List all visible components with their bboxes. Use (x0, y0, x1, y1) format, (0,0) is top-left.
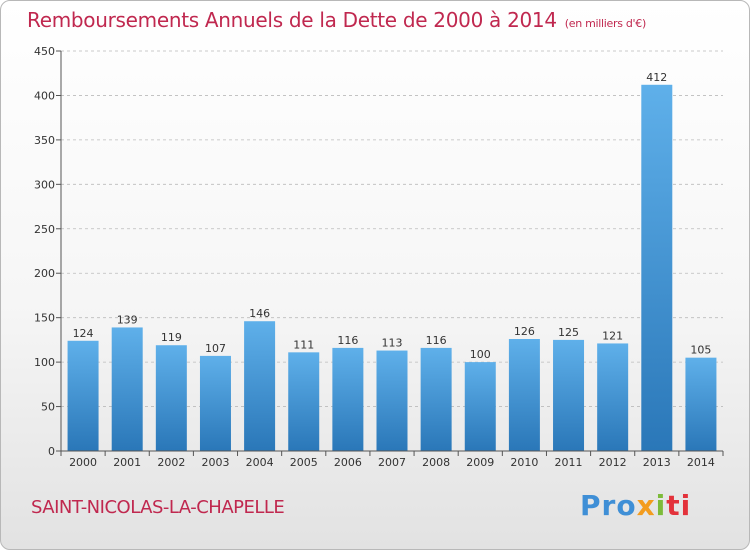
data-label: 111 (293, 338, 314, 351)
data-label: 139 (117, 313, 138, 326)
commune-name: SAINT-NICOLAS-LA-CHAPELLE (31, 497, 285, 518)
data-label: 121 (602, 329, 623, 342)
data-label: 146 (249, 307, 270, 320)
bar (464, 362, 496, 451)
bar (641, 84, 673, 452)
x-tick-label: 2013 (643, 456, 671, 469)
proxiti-logo: Proxiti (580, 489, 691, 522)
data-label: 124 (73, 327, 94, 340)
bar (553, 339, 585, 451)
y-tick-label: 400 (34, 89, 55, 102)
data-label: 125 (558, 326, 579, 339)
y-tick-label: 200 (34, 267, 55, 280)
x-tick-label: 2006 (334, 456, 362, 469)
data-label: 105 (690, 344, 711, 357)
x-tick-label: 2010 (510, 456, 538, 469)
data-label: 119 (161, 331, 182, 344)
data-label: 113 (382, 337, 403, 350)
x-tick-label: 2003 (201, 456, 229, 469)
title-unit: (en milliers d'€) (564, 17, 646, 30)
bar (376, 350, 408, 451)
logo-part-4: ti (666, 489, 692, 522)
data-label: 116 (337, 334, 358, 347)
y-tick-label: 350 (34, 134, 55, 147)
y-tick-label: 250 (34, 223, 55, 236)
x-tick-label: 2000 (69, 456, 97, 469)
bar (244, 321, 276, 451)
data-label: 126 (514, 325, 535, 338)
data-label: 412 (646, 71, 667, 84)
data-label: 100 (470, 348, 491, 361)
title-text: Remboursements Annuels de la Dette de 20… (27, 8, 557, 32)
x-tick-label: 2001 (113, 456, 141, 469)
bar (597, 343, 629, 451)
data-label: 116 (426, 334, 447, 347)
x-tick-label: 2007 (378, 456, 406, 469)
x-tick-label: 2009 (466, 456, 494, 469)
y-tick-label: 0 (48, 445, 55, 458)
bar (111, 327, 143, 451)
logo-part-2: x (636, 489, 656, 522)
bar (685, 357, 717, 451)
bar (155, 345, 187, 451)
bar (420, 347, 452, 451)
x-tick-label: 2012 (599, 456, 627, 469)
x-tick-label: 2011 (555, 456, 583, 469)
x-tick-label: 2008 (422, 456, 450, 469)
y-tick-label: 100 (34, 356, 55, 369)
chart-title: Remboursements Annuels de la Dette de 20… (27, 8, 646, 32)
bar (508, 339, 540, 451)
y-tick-label: 300 (34, 178, 55, 191)
y-tick-label: 50 (41, 401, 55, 414)
x-tick-label: 2004 (246, 456, 274, 469)
x-tick-label: 2014 (687, 456, 715, 469)
x-tick-label: 2005 (290, 456, 318, 469)
bar (288, 352, 320, 451)
data-label: 107 (205, 342, 226, 355)
y-tick-label: 450 (34, 45, 55, 58)
x-tick-label: 2002 (157, 456, 185, 469)
bar (67, 340, 99, 451)
logo-part-3: i (655, 489, 667, 522)
bar (199, 355, 231, 451)
logo-part-1: Pro (580, 489, 637, 522)
bar (332, 347, 364, 451)
y-tick-label: 150 (34, 312, 55, 325)
